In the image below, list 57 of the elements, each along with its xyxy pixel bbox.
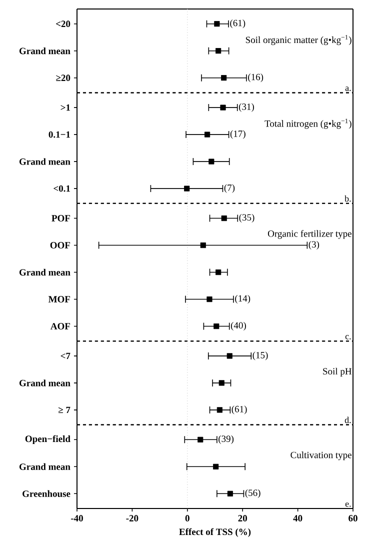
- annotation: c.: [345, 335, 351, 340]
- y-tick-label: 0.1−1: [48, 131, 70, 138]
- y-tick-label: Open−field: [25, 435, 70, 444]
- x-tick-label: 60: [348, 515, 358, 522]
- y-tick-label: Grand mean: [19, 463, 70, 470]
- annotation: d.: [344, 416, 351, 424]
- point: [184, 186, 190, 192]
- y-tick-label: OOF: [50, 242, 70, 248]
- annotation: (17): [230, 130, 246, 139]
- y-tick-label: ≥20: [56, 74, 70, 82]
- y-tick-label: <7: [60, 352, 70, 360]
- y-tick-label: Greenhouse: [22, 490, 70, 497]
- y-tick-label: Grand mean: [19, 158, 70, 165]
- x-tick-label: 20: [238, 515, 247, 522]
- annotation: a.: [345, 86, 351, 91]
- annotation: (7): [224, 184, 235, 193]
- y-tick-label: <0.1: [54, 185, 70, 192]
- annotation: Total nitrogen (g•kg$^{−1}$): [264, 118, 352, 129]
- annotation: Soil organic matter (g•kg$^{−1}$): [246, 35, 352, 46]
- annotation: (35): [239, 214, 254, 223]
- x-tick-label: -40: [71, 515, 83, 522]
- point: [200, 242, 206, 248]
- annotation: Cultivation type: [290, 452, 352, 460]
- x-tick-label: 0: [185, 515, 190, 522]
- annotation: Organic fertilizer type: [268, 230, 352, 239]
- annotation: (15): [252, 352, 268, 360]
- y-tick-label: POF: [52, 215, 70, 222]
- annotation: (16): [248, 74, 264, 82]
- point: [214, 323, 220, 330]
- y-tick-label: AOF: [50, 323, 70, 330]
- point: [221, 215, 227, 222]
- annotation: e.: [345, 502, 351, 507]
- point: [216, 269, 222, 276]
- annotation: (31): [238, 103, 254, 112]
- annotation: (61): [232, 406, 247, 414]
- annotation: b.: [344, 195, 351, 202]
- annotation: (56): [245, 489, 260, 498]
- y-tick-label: ≥ 7: [58, 406, 70, 414]
- point: [206, 296, 212, 302]
- y-tick-label: >1: [60, 104, 70, 111]
- point: [204, 132, 210, 138]
- y-tick-label: Grand mean: [19, 48, 70, 54]
- x-axis-title: Effect of TSS (%): [179, 528, 251, 537]
- annotation: (14): [235, 294, 250, 304]
- y-tick-label: MOF: [48, 296, 70, 302]
- annotation: (3): [308, 240, 320, 250]
- y-tick-label: Grand mean: [19, 268, 70, 276]
- point: [208, 158, 214, 164]
- point: [220, 104, 226, 110]
- annotation: (40): [230, 322, 246, 331]
- x-tick-label: 40: [293, 515, 302, 522]
- y-tick-label: <20: [56, 20, 70, 28]
- x-tick-label: -20: [126, 515, 138, 522]
- annotation: Soil pH: [323, 368, 352, 376]
- annotation: (39): [218, 435, 234, 444]
- annotation: (61): [230, 20, 246, 28]
- y-tick-label: Grand mean: [19, 380, 70, 386]
